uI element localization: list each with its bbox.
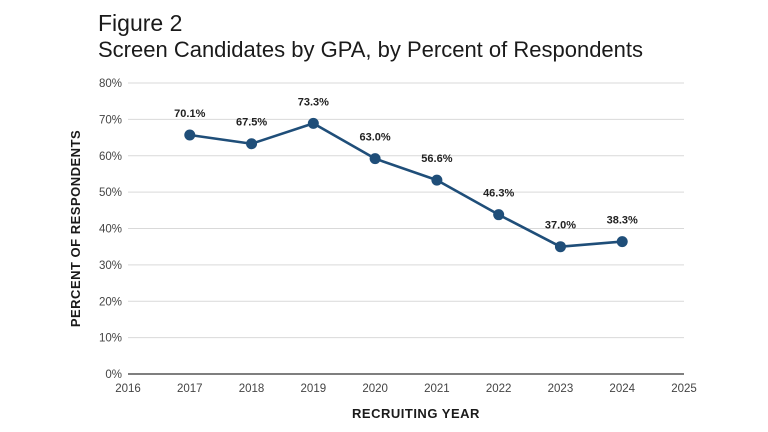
y-tick-label: 60% [99,151,122,163]
x-tick-label: 2018 [239,383,265,395]
figure-label: Figure 2 [98,10,183,36]
data-point [307,117,319,129]
gridlines [128,82,684,375]
x-tick-label: 2024 [609,383,635,395]
data-point [184,129,196,141]
series-line [184,117,628,253]
data-point [493,209,505,221]
data-point [431,174,443,186]
x-tick-label: 2022 [486,383,512,395]
data-label: 56.6% [421,153,452,165]
chart-title: Screen Candidates by GPA, by Percent of … [98,37,644,62]
y-tick-label: 80% [99,78,122,90]
x-tick-label: 2019 [301,383,327,395]
x-tick-label: 2021 [424,383,450,395]
data-point [246,138,258,150]
x-tick-label: 2023 [548,383,574,395]
x-tick-label: 2016 [115,383,141,395]
y-tick-label: 40% [99,224,122,236]
y-tick-label: 30% [99,260,122,272]
x-tick-label: 2025 [671,383,697,395]
data-point [554,241,566,253]
data-label: 67.5% [236,117,267,129]
y-tick-label: 50% [99,187,122,199]
data-point [369,153,381,165]
x-axis-title: RECRUITING YEAR [352,406,480,421]
data-label: 37.0% [545,220,576,232]
y-tick-label: 0% [105,369,122,381]
series-polyline [189,122,623,248]
data-labels: 70.1% 67.5% 73.3% 63.0% 56.6% 46.3% 37.0% 38.3% [174,96,638,231]
y-tick-label: 10% [99,333,122,345]
data-label: 38.3% [607,215,638,227]
x-axis-ticks: 2016 2017 2018 2019 2020 2021 2022 2023 2024 2025 [115,383,697,395]
y-tick-label: 20% [99,296,122,308]
y-axis-title: PERCENT OF RESPONDENTS [68,130,83,327]
data-label: 73.3% [298,96,329,108]
data-label: 70.1% [174,108,205,120]
x-tick-label: 2017 [177,383,203,395]
y-tick-label: 70% [99,114,122,126]
x-tick-label: 2020 [362,383,388,395]
data-label: 63.0% [360,132,391,144]
data-label: 46.3% [483,188,514,200]
y-axis-ticks: 0% 10% 20% 30% 40% 50% 60% 70% 80% [99,78,122,381]
data-point [616,236,628,248]
